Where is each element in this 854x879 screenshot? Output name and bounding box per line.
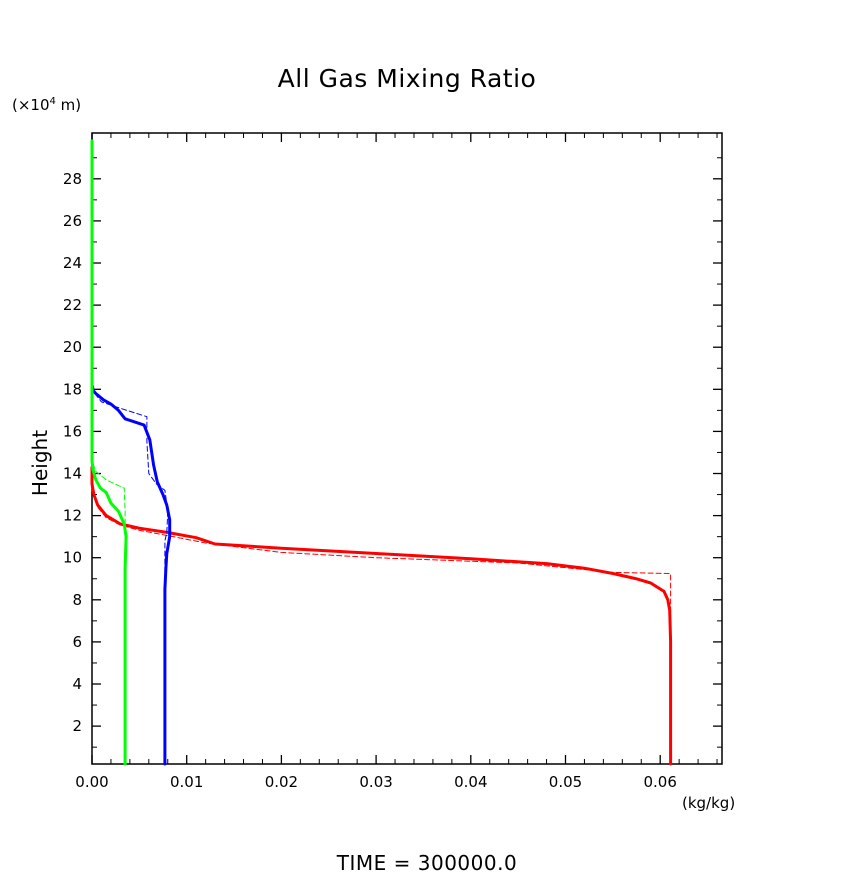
x-tick-label: 0.00 — [75, 773, 108, 791]
y-tick-label: 2 — [72, 717, 82, 735]
x-tick-label: 0.03 — [359, 773, 392, 791]
y-tick-label: 28 — [63, 170, 82, 188]
series-line-2-solid — [90, 375, 172, 766]
x-tick-label: 0.06 — [643, 773, 676, 791]
y-tick-label: 14 — [63, 465, 82, 483]
y-axis-unit: (×104 m) — [12, 96, 82, 114]
y-tick-label: 18 — [63, 380, 82, 398]
y-tick-label: 26 — [63, 212, 82, 230]
x-tick-label: 0.01 — [170, 773, 203, 791]
y-tick-label: 22 — [63, 296, 82, 314]
series-line-5-dashed — [91, 447, 126, 765]
chart-title: All Gas Mixing Ratio — [277, 64, 537, 93]
y-tick-label: 8 — [72, 591, 82, 609]
y-tick-label: 6 — [72, 633, 82, 651]
series-line-3-dashed — [91, 378, 169, 765]
y-tick-label: 24 — [63, 254, 82, 272]
y-tick-label: 4 — [72, 675, 82, 693]
y-tick-label: 12 — [63, 507, 82, 525]
x-tick-label: 0.04 — [454, 773, 487, 791]
x-tick-label: 0.02 — [265, 773, 298, 791]
series-line-0-solid — [90, 465, 673, 766]
plot-frame — [91, 132, 723, 765]
y-tick-label: 16 — [63, 422, 82, 440]
series-line-1-dashed — [91, 477, 672, 765]
series-line-4-solid — [90, 139, 128, 766]
y-tick-label: 20 — [63, 338, 82, 356]
time-label: TIME = 300000.0 — [336, 851, 518, 875]
x-axis-unit: (kg/kg) — [682, 794, 736, 812]
x-tick-label: 0.05 — [549, 773, 582, 791]
y-tick-label: 10 — [63, 549, 82, 567]
